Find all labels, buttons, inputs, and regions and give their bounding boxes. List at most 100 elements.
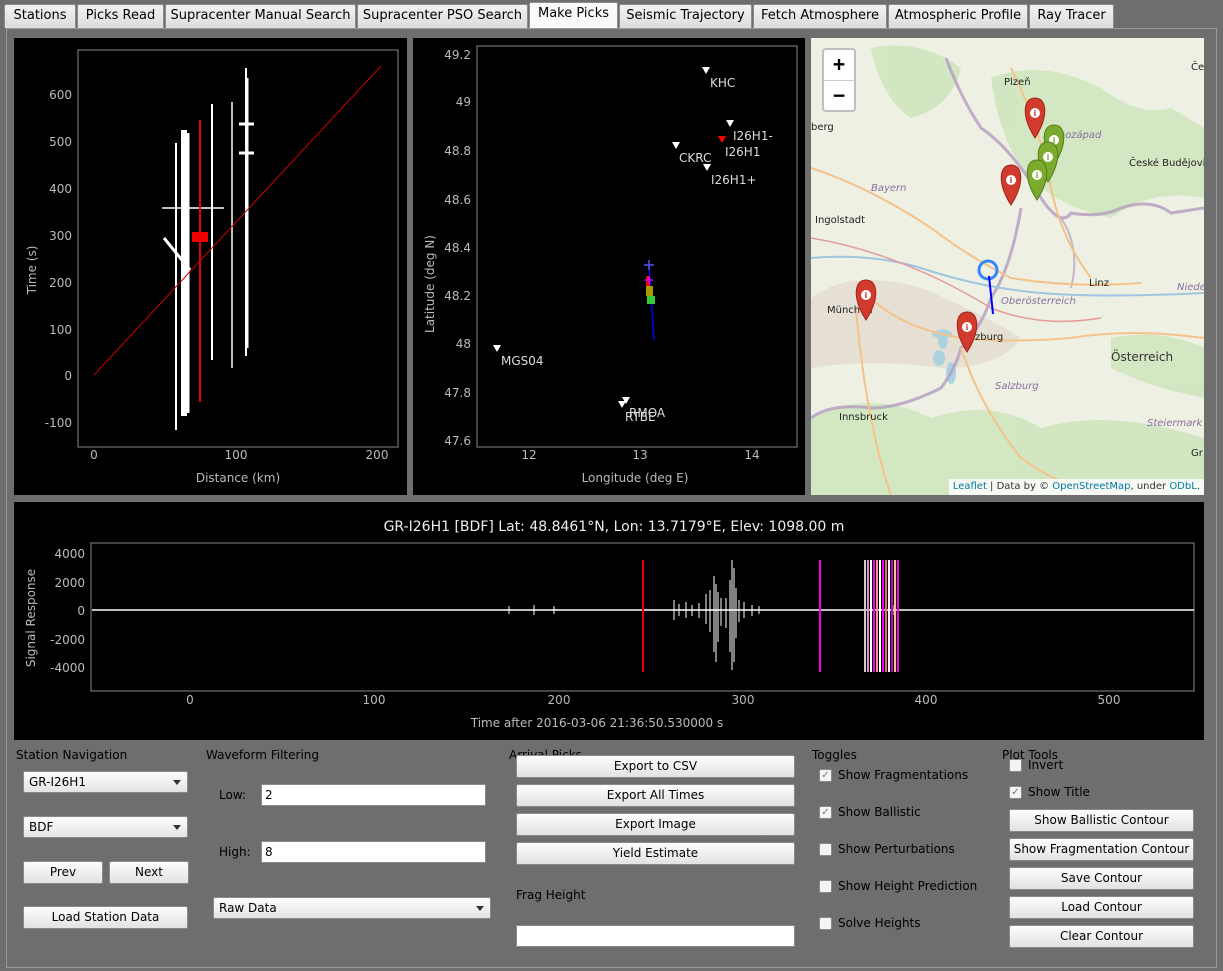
zoom-out-button[interactable]: − xyxy=(824,80,854,110)
frag-height-input[interactable] xyxy=(516,925,795,947)
low-label: Low: xyxy=(219,788,247,802)
save-contour-button[interactable]: Save Contour xyxy=(1009,867,1194,890)
xtick: 300 xyxy=(732,693,755,707)
tab-stations[interactable]: Stations xyxy=(4,4,76,28)
show-ballistic-contour-button[interactable]: Show Ballistic Contour xyxy=(1009,809,1194,832)
tab-supracenter-manual-search[interactable]: Supracenter Manual Search xyxy=(165,4,356,28)
low-frequency-input[interactable]: 2 xyxy=(261,784,486,806)
ytick: 47.6 xyxy=(444,434,471,448)
xtick: 12 xyxy=(521,448,536,462)
channel-select-value: BDF xyxy=(29,820,54,834)
zoom-control: + − xyxy=(822,48,856,112)
station-label-khc: KHC xyxy=(710,76,735,90)
xtick: 500 xyxy=(1098,693,1121,707)
y-axis-label: Latitude (deg N) xyxy=(423,235,437,333)
ytick: 47.8 xyxy=(444,386,471,400)
svg-text:i: i xyxy=(865,291,868,300)
show-fragmentations-checkbox[interactable]: ✓ xyxy=(819,769,832,782)
ytick: 0 xyxy=(77,604,85,618)
ytick: 48.4 xyxy=(444,241,471,255)
zoom-in-button[interactable]: + xyxy=(832,52,846,76)
station-label-i26h1: I26H1 xyxy=(725,145,760,159)
show-height-prediction-checkbox[interactable] xyxy=(819,880,832,893)
waveform-svg: GR-I26H1 [BDF] Lat: 48.8461°N, Lon: 13.7… xyxy=(24,519,1195,730)
station-location-plot[interactable]: 49.2 49 48.8 48.6 48.4 48.2 48 47.8 47.6… xyxy=(413,38,805,495)
tab-fetch-atmosphere[interactable]: Fetch Atmosphere xyxy=(753,4,887,28)
tab-atmospheric-profile[interactable]: Atmospheric Profile xyxy=(888,4,1028,28)
map-label: Niede xyxy=(1177,282,1204,293)
load-station-data-button[interactable]: Load Station Data xyxy=(23,906,188,929)
xtick: 100 xyxy=(225,448,248,462)
yield-estimate-button[interactable]: Yield Estimate xyxy=(516,842,795,865)
svg-text:i: i xyxy=(1010,176,1013,185)
xtick: 14 xyxy=(744,448,759,462)
tab-supracenter-pso-search[interactable]: Supracenter PSO Search xyxy=(357,4,528,28)
map-label: Plzeň xyxy=(1004,76,1031,88)
show-ballistic-checkbox[interactable]: ✓ xyxy=(819,806,832,819)
channel-select[interactable]: BDF xyxy=(23,816,188,838)
station-markers xyxy=(493,67,734,408)
svg-text:i: i xyxy=(1036,171,1039,180)
frag-height-label: Frag Height xyxy=(516,888,586,902)
tab-ray-tracer[interactable]: Ray Tracer xyxy=(1029,4,1114,28)
data-type-select-value: Raw Data xyxy=(219,901,277,915)
waveform-plot[interactable]: GR-I26H1 [BDF] Lat: 48.8461°N, Lon: 13.7… xyxy=(14,502,1204,740)
export-all-times-button[interactable]: Export All Times xyxy=(516,784,795,807)
y-axis-label: Time (s) xyxy=(25,246,39,296)
solve-heights-label: Solve Heights xyxy=(838,916,921,930)
invert-checkbox[interactable] xyxy=(1009,759,1022,772)
show-fragmentation-contour-button[interactable]: Show Fragmentation Contour xyxy=(1009,838,1194,861)
show-perturbations-label: Show Perturbations xyxy=(838,842,955,856)
load-contour-button[interactable]: Load Contour xyxy=(1009,896,1194,919)
map-label: Linz xyxy=(1089,278,1109,289)
station-select-value: GR-I26H1 xyxy=(29,775,86,789)
tab-make-picks[interactable]: Make Picks xyxy=(529,2,618,29)
tab-seismic-trajectory[interactable]: Seismic Trajectory xyxy=(619,4,752,28)
station-label-ckrc: CKRC xyxy=(679,151,711,165)
ytick: -4000 xyxy=(50,661,85,675)
data-type-select[interactable]: Raw Data xyxy=(213,897,491,919)
ytick: 200 xyxy=(49,276,72,290)
selected-station-marker xyxy=(718,136,726,143)
plot-frame xyxy=(77,49,399,448)
map-label: Če xyxy=(1191,60,1204,73)
chevron-down-icon xyxy=(476,906,484,911)
show-perturbations-checkbox[interactable] xyxy=(819,843,832,856)
xtick: 100 xyxy=(363,693,386,707)
ytick: 0 xyxy=(64,369,72,383)
waveform-filtering-heading: Waveform Filtering xyxy=(206,748,320,762)
attribution-text: | Data by © xyxy=(986,481,1053,492)
ytick: 2000 xyxy=(54,576,85,590)
waveform-stacks xyxy=(162,68,254,430)
arrival-fit-line xyxy=(93,65,382,376)
station-label-rmoa: RMOA xyxy=(629,406,666,420)
show-height-prediction-label: Show Height Prediction xyxy=(838,879,978,893)
xtick: 200 xyxy=(548,693,571,707)
odbl-link[interactable]: ODbL xyxy=(1169,481,1197,492)
show-title-label: Show Title xyxy=(1028,785,1090,799)
distance-time-svg: 600 500 400 300 200 100 0 -100 0 100 200… xyxy=(25,49,399,485)
ytick: 300 xyxy=(49,229,72,243)
leaflet-link[interactable]: Leaflet xyxy=(952,481,987,492)
tab-picks-read[interactable]: Picks Read xyxy=(77,4,164,28)
svg-text:i: i xyxy=(966,323,969,332)
trajectory-circle xyxy=(977,259,999,281)
station-select[interactable]: GR-I26H1 xyxy=(23,771,188,793)
show-title-checkbox[interactable]: ✓ xyxy=(1009,786,1022,799)
ytick: 48.6 xyxy=(444,193,471,207)
export-csv-button[interactable]: Export to CSV xyxy=(516,755,795,778)
map-label: Gr xyxy=(1191,448,1204,459)
prev-button[interactable]: Prev xyxy=(23,861,103,884)
tab-bar: Stations Picks Read Supracenter Manual S… xyxy=(0,0,1223,29)
high-frequency-input[interactable]: 8 xyxy=(261,841,486,863)
map-label: berg xyxy=(811,122,834,133)
clear-contour-button[interactable]: Clear Contour xyxy=(1009,925,1194,948)
plot-tools-heading: Plot Tools xyxy=(1002,748,1058,762)
show-ballistic-label: Show Ballistic xyxy=(838,805,921,819)
solve-heights-checkbox[interactable] xyxy=(819,917,832,930)
export-image-button[interactable]: Export Image xyxy=(516,813,795,836)
distance-time-plot[interactable]: 600 500 400 300 200 100 0 -100 0 100 200… xyxy=(14,38,407,495)
web-map[interactable]: Plzeň Jihozápad České Budějovice Bayern … xyxy=(811,38,1204,495)
osm-link[interactable]: OpenStreetMap xyxy=(1052,481,1131,492)
next-button[interactable]: Next xyxy=(109,861,189,884)
